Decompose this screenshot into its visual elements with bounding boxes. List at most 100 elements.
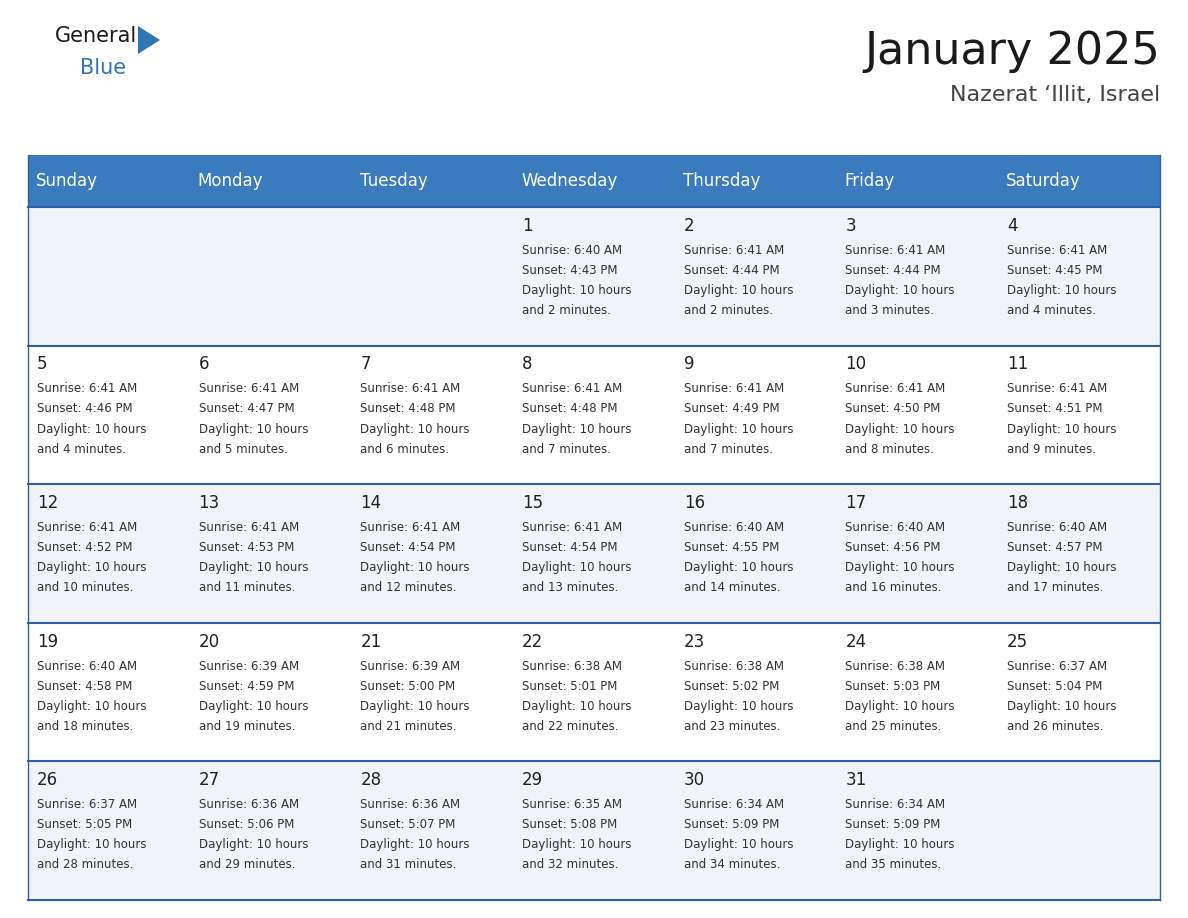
Text: Daylight: 10 hours: Daylight: 10 hours [198,700,308,712]
Text: Sunrise: 6:35 AM: Sunrise: 6:35 AM [522,798,623,812]
Bar [29,345,1159,484]
Text: 6: 6 [198,355,209,374]
Text: and 2 minutes.: and 2 minutes. [522,304,611,317]
Text: Sunset: 4:51 PM: Sunset: 4:51 PM [1007,402,1102,416]
Text: Nazerat ‘Illit, Israel: Nazerat ‘Illit, Israel [949,85,1159,105]
Text: Sunrise: 6:40 AM: Sunrise: 6:40 AM [1007,521,1107,534]
Text: and 22 minutes.: and 22 minutes. [522,720,619,733]
Bar [836,155,998,207]
Text: and 16 minutes.: and 16 minutes. [846,581,942,594]
Text: Daylight: 10 hours: Daylight: 10 hours [1007,284,1117,297]
Text: Sunrise: 6:41 AM: Sunrise: 6:41 AM [522,382,623,396]
Text: and 19 minutes.: and 19 minutes. [198,720,295,733]
Text: Sunrise: 6:41 AM: Sunrise: 6:41 AM [684,382,784,396]
Text: and 7 minutes.: and 7 minutes. [684,442,772,455]
Text: Daylight: 10 hours: Daylight: 10 hours [522,422,632,435]
Text: Daylight: 10 hours: Daylight: 10 hours [37,422,146,435]
Text: and 4 minutes.: and 4 minutes. [37,442,126,455]
Text: Sunset: 4:45 PM: Sunset: 4:45 PM [1007,263,1102,277]
Text: 9: 9 [684,355,694,374]
Text: Sunset: 4:50 PM: Sunset: 4:50 PM [846,402,941,416]
Text: Sunset: 4:54 PM: Sunset: 4:54 PM [360,541,456,554]
Text: Daylight: 10 hours: Daylight: 10 hours [360,422,469,435]
Text: Daylight: 10 hours: Daylight: 10 hours [198,422,308,435]
Text: and 2 minutes.: and 2 minutes. [684,304,772,317]
Text: Sunset: 4:48 PM: Sunset: 4:48 PM [522,402,618,416]
Text: and 3 minutes.: and 3 minutes. [846,304,934,317]
Text: Blue: Blue [80,58,126,78]
Text: 20: 20 [198,633,220,651]
Text: Sunset: 4:44 PM: Sunset: 4:44 PM [846,263,941,277]
Text: 10: 10 [846,355,866,374]
Text: Daylight: 10 hours: Daylight: 10 hours [684,561,794,574]
Text: and 11 minutes.: and 11 minutes. [198,581,295,594]
Bar [513,155,675,207]
Text: Sunrise: 6:41 AM: Sunrise: 6:41 AM [1007,382,1107,396]
Text: Sunrise: 6:41 AM: Sunrise: 6:41 AM [198,382,299,396]
Text: Sunset: 5:04 PM: Sunset: 5:04 PM [1007,679,1102,692]
Text: 22: 22 [522,633,543,651]
Text: Sunrise: 6:40 AM: Sunrise: 6:40 AM [37,659,137,673]
Text: Sunrise: 6:38 AM: Sunrise: 6:38 AM [846,659,946,673]
Text: Sunset: 4:57 PM: Sunset: 4:57 PM [1007,541,1102,554]
Text: Sunrise: 6:34 AM: Sunrise: 6:34 AM [684,798,784,812]
Bar [29,207,1159,345]
Text: 25: 25 [1007,633,1029,651]
Text: Daylight: 10 hours: Daylight: 10 hours [198,561,308,574]
Text: Sunset: 5:07 PM: Sunset: 5:07 PM [360,818,456,831]
Text: 3: 3 [846,217,857,235]
Text: Sunrise: 6:40 AM: Sunrise: 6:40 AM [846,521,946,534]
Text: Friday: Friday [845,172,895,190]
Text: and 4 minutes.: and 4 minutes. [1007,304,1097,317]
Text: January 2025: January 2025 [864,30,1159,73]
Text: Saturday: Saturday [1006,172,1081,190]
Text: and 31 minutes.: and 31 minutes. [360,858,456,871]
Text: and 34 minutes.: and 34 minutes. [684,858,781,871]
Bar [190,155,352,207]
Text: Daylight: 10 hours: Daylight: 10 hours [684,422,794,435]
Text: 26: 26 [37,771,58,789]
Text: Sunrise: 6:36 AM: Sunrise: 6:36 AM [198,798,298,812]
Text: Daylight: 10 hours: Daylight: 10 hours [37,838,146,851]
Text: Sunrise: 6:36 AM: Sunrise: 6:36 AM [360,798,461,812]
Text: and 18 minutes.: and 18 minutes. [37,720,133,733]
Text: Daylight: 10 hours: Daylight: 10 hours [522,838,632,851]
Polygon shape [138,26,160,54]
Text: 15: 15 [522,494,543,512]
Text: Sunset: 5:05 PM: Sunset: 5:05 PM [37,818,132,831]
Text: 17: 17 [846,494,866,512]
Text: Daylight: 10 hours: Daylight: 10 hours [360,838,469,851]
Text: Sunset: 4:46 PM: Sunset: 4:46 PM [37,402,133,416]
Text: Sunset: 5:03 PM: Sunset: 5:03 PM [846,679,941,692]
Text: Sunset: 5:00 PM: Sunset: 5:00 PM [360,679,455,692]
Text: Sunrise: 6:37 AM: Sunrise: 6:37 AM [37,798,137,812]
Text: Sunset: 4:55 PM: Sunset: 4:55 PM [684,541,779,554]
Text: Monday: Monday [197,172,264,190]
Bar [29,484,1159,622]
Text: Daylight: 10 hours: Daylight: 10 hours [846,561,955,574]
Text: Daylight: 10 hours: Daylight: 10 hours [846,422,955,435]
Text: 18: 18 [1007,494,1029,512]
Text: 13: 13 [198,494,220,512]
Text: Daylight: 10 hours: Daylight: 10 hours [522,561,632,574]
Text: Sunset: 4:43 PM: Sunset: 4:43 PM [522,263,618,277]
Text: Daylight: 10 hours: Daylight: 10 hours [522,700,632,712]
Text: Daylight: 10 hours: Daylight: 10 hours [1007,422,1117,435]
Text: Sunset: 4:47 PM: Sunset: 4:47 PM [198,402,295,416]
Text: Sunrise: 6:41 AM: Sunrise: 6:41 AM [360,382,461,396]
Text: Sunset: 5:08 PM: Sunset: 5:08 PM [522,818,618,831]
Bar [29,155,190,207]
Text: Sunrise: 6:41 AM: Sunrise: 6:41 AM [198,521,299,534]
Text: Sunrise: 6:38 AM: Sunrise: 6:38 AM [684,659,784,673]
Text: Tuesday: Tuesday [360,172,428,190]
Text: 7: 7 [360,355,371,374]
Text: 29: 29 [522,771,543,789]
Text: Sunrise: 6:40 AM: Sunrise: 6:40 AM [522,243,623,257]
Text: and 12 minutes.: and 12 minutes. [360,581,457,594]
Text: Daylight: 10 hours: Daylight: 10 hours [846,700,955,712]
Text: and 5 minutes.: and 5 minutes. [198,442,287,455]
Text: Sunset: 4:44 PM: Sunset: 4:44 PM [684,263,779,277]
Text: 30: 30 [684,771,704,789]
Text: Daylight: 10 hours: Daylight: 10 hours [198,838,308,851]
Text: and 25 minutes.: and 25 minutes. [846,720,942,733]
